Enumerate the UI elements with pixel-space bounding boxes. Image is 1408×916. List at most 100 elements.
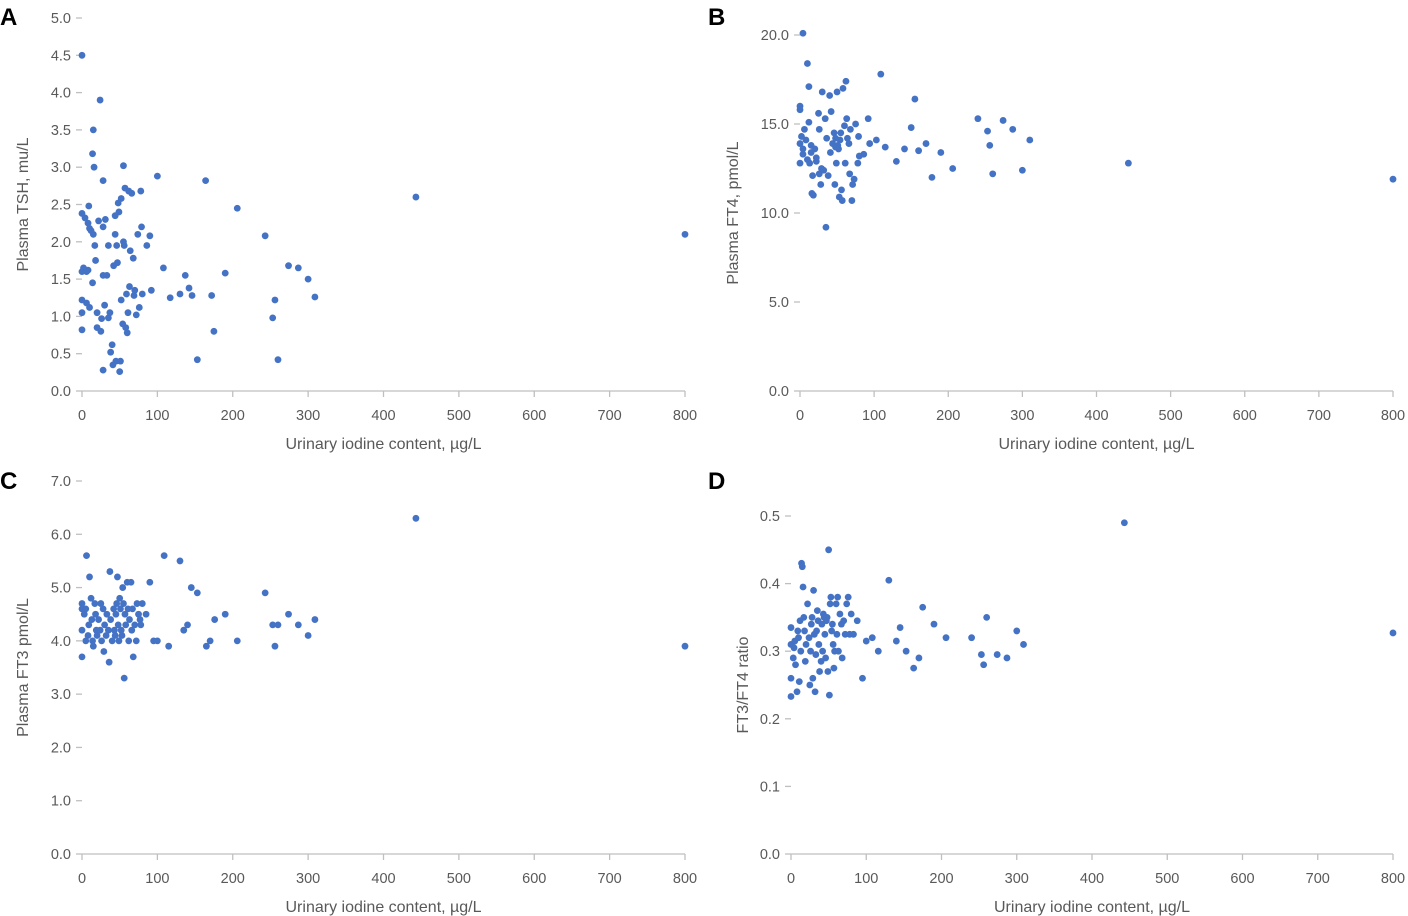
panel-c-data-point [274,621,282,629]
panel-b-data-point [854,159,862,167]
panel-c-data-point [111,626,118,634]
panel-d-x-tick-label: 0 [787,871,795,887]
panel-a-data-point [91,242,99,249]
panel-b-data-point [815,125,823,133]
panel-c-data-point [211,616,219,623]
panel-b-data-point [1389,175,1397,183]
panel-b-data-point [907,124,915,131]
panel-d-data-point [804,600,811,608]
panel-a-y-tick-label: 4.5 [51,48,71,64]
panel-d-data-point [833,630,841,638]
panel-b-data-point [852,120,859,128]
panel-c-data-point [106,568,114,575]
panel-d-data-point [799,583,807,591]
panel-a-data-point [86,304,93,311]
panel-a-data-point [271,296,279,304]
panel-a-data-point [123,290,130,298]
panel-d-data-point [843,600,851,608]
panel-d-data-point [892,637,900,645]
panel-a-data-point [132,311,140,319]
panel-a-data-point [116,368,124,376]
panel-c-data-point [202,642,210,650]
panel-c-data-point [180,626,188,634]
panel-a-y-tick-label: 3.0 [51,160,71,176]
panel-a-data-point [101,301,109,309]
panel-a-data-point [188,292,196,299]
panel-c-y-tick-label: 5.0 [51,581,71,597]
panel-d-y-tick-label: 0.0 [760,847,780,863]
panel-a-data-point [146,232,154,240]
panel-b-data-point [848,197,856,204]
panel-c-data-point [89,637,96,645]
panel-d-y-tick-label: 0.2 [760,712,780,728]
panel-b: B 0.0 5.0 10.0 15.0 20.0 0 100 200 300 400 500 600… [708,4,1405,453]
panel-a-data-point [99,177,107,185]
panel-d-y-tick-label: 0.1 [760,779,780,795]
panel-d-x-axis: 0 100 200 300 400 500 600 700 800 [787,854,1405,887]
panel-d-data-point [823,614,831,621]
panel-c-data-point [92,610,99,618]
panel-b-data-point [826,92,834,99]
panel-c: C 0.0 1.0 2.0 3.0 4.0 5.0 6.0 7.0 0 100 200 300 400… [0,468,697,916]
panel-b-data-point [949,165,957,172]
panel-c-data-point [117,605,124,613]
panel-d-data-point [825,691,833,699]
panel-c-data-point [78,653,86,661]
panel-d-data-point [807,620,815,628]
panel-c-data-point [120,600,127,607]
panel-a-data-point [185,284,193,292]
panel-c-data-point [233,637,241,645]
panel-d-data-point [801,627,808,635]
panel-a-x-axis-title: Urinary iodine content, µg/L [286,436,482,453]
panel-b-data-point [812,157,820,165]
panel-c-data-point [176,557,184,565]
panel-c-x-tick-label: 100 [145,871,169,887]
panel-b-data-point [986,141,994,149]
panel-c-data-point [311,616,319,623]
panel-d-data-point [793,688,801,696]
panel-a-data-point [108,341,116,349]
panel-c-data-point [412,514,420,522]
panel-b-data-point [877,70,885,78]
panel-d-data-point [824,668,832,675]
panel-b-data-point [799,150,807,158]
panel-a-data-point [130,292,138,299]
panel-c-data-point [138,600,146,607]
panel-b-data-point [801,125,808,133]
panel-d-data-point [832,600,840,608]
panel-a-x-tick-label: 0 [78,408,86,424]
panel-b-data-point [866,140,874,147]
panel-a-data-point [311,293,319,301]
panel-d-data-point [977,651,985,658]
panel-b-data-point [809,191,817,199]
panel-c-data-point [133,600,141,607]
panel-b-data-point [809,172,817,180]
panel-d-data-point [808,614,816,621]
panel-a-data-point [124,309,132,317]
panel-d-x-tick-label: 800 [1381,871,1405,887]
panel-d-data-point [795,678,803,686]
panel-b-data-point [999,117,1007,124]
panel-c-data-point [165,642,173,650]
panel-c-data-point [126,616,133,623]
panel-c-data-point [285,610,292,618]
panel-c-data-point [83,552,90,559]
panel-c-x-tick-label: 200 [221,871,245,887]
panel-d-data-point [847,610,855,618]
panel-c-data-point [101,621,109,629]
panel-a-data-point [181,271,189,279]
panel-d-data-point [805,634,813,642]
panel-a: A 0.0 0.5 1.0 1.5 2.0 2.5 3.0 3.5 4.0 4.5 5.0 0 100… [0,4,697,453]
panel-b-y-axis-title: Plasma FT4, pmol/L [725,141,742,284]
panel-a-data-point [193,356,201,364]
panel-b-x-tick-label: 500 [1159,408,1183,424]
panel-d-data-point [813,627,820,635]
panel-c-x-tick-label: 400 [371,871,395,887]
panel-a-data-point [681,230,689,238]
panel-b-data-point [845,140,853,147]
panel-a-data-point [128,189,136,197]
panel-a-data-point [117,296,125,304]
panel-a-data-point [274,356,282,364]
panel-c-y-tick-label: 0.0 [51,847,71,863]
panel-c-data-point [129,605,136,613]
